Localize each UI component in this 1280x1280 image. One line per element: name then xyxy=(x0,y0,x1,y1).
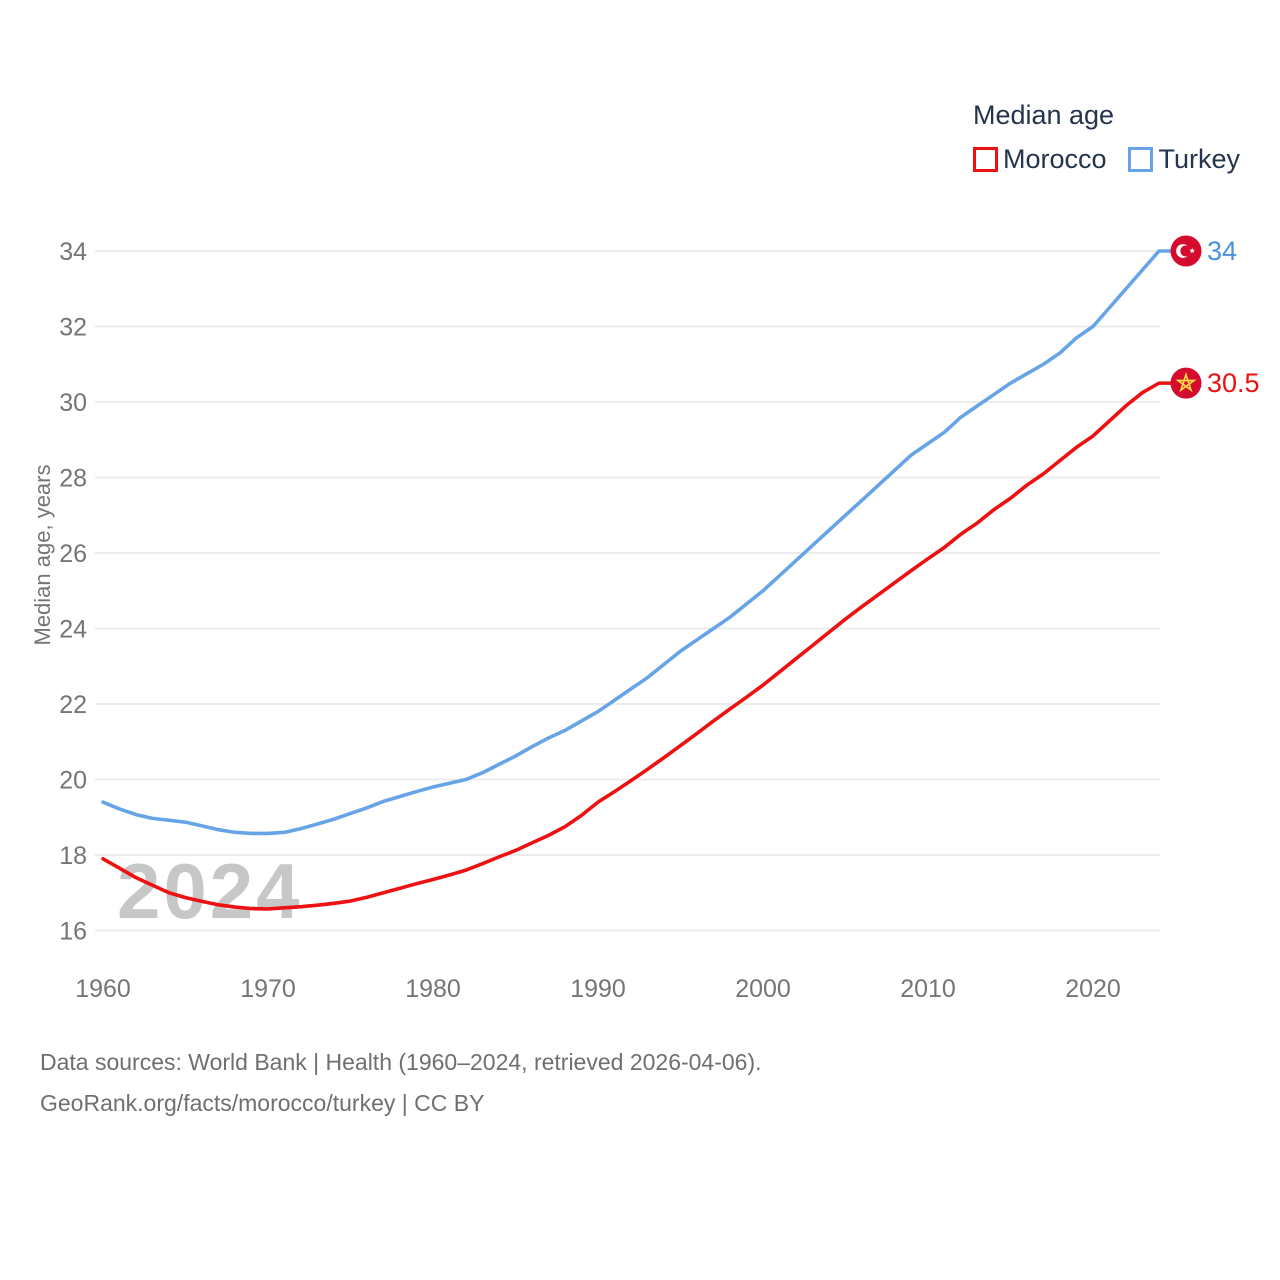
x-tick-2000: 2000 xyxy=(735,975,791,1003)
x-tick-1980: 1980 xyxy=(405,975,461,1003)
y-tick-16: 16 xyxy=(59,918,87,946)
y-tick-18: 18 xyxy=(59,842,87,870)
y-tick-22: 22 xyxy=(59,691,87,719)
x-tick-1990: 1990 xyxy=(570,975,626,1003)
legend-item-morocco[interactable]: Morocco xyxy=(972,144,1107,175)
watermark-year: 2024 xyxy=(117,847,303,935)
turkey-series-swatch xyxy=(1128,147,1154,172)
y-tick-34: 34 xyxy=(59,238,87,266)
y-tick-28: 28 xyxy=(59,465,87,493)
x-tick-1970: 1970 xyxy=(240,975,296,1003)
y-tick-20: 20 xyxy=(59,767,87,795)
y-tick-32: 32 xyxy=(59,314,87,342)
turkey-flag-icon[interactable] xyxy=(1170,235,1202,267)
legend-label-turkey: Turkey xyxy=(1158,144,1240,174)
y-axis-title: Median age, years xyxy=(30,464,55,646)
legend-label-morocco: Morocco xyxy=(1002,144,1107,174)
line-turkey[interactable] xyxy=(101,249,1174,836)
attribution-line: GeoRank.org/facts/morocco/turkey | CC BY xyxy=(40,1090,485,1116)
y-tick-26: 26 xyxy=(59,540,87,568)
y-tick-30: 30 xyxy=(59,389,87,417)
turkey-end-value-label: 34 xyxy=(1207,236,1237,266)
x-axis-tick-labels: 1960 1970 1980 1990 2000 2010 2020 xyxy=(75,975,1121,1003)
gridlines xyxy=(95,250,1160,932)
line-morocco[interactable] xyxy=(101,381,1174,911)
legend-title: Median age xyxy=(972,100,1115,130)
morocco-flag-icon[interactable] xyxy=(1170,367,1202,399)
legend-items: Morocco Turkey xyxy=(972,144,1240,175)
footer: Data sources: World Bank | Health (1960–… xyxy=(40,1042,762,1124)
y-axis-tick-labels: 16 18 20 22 24 26 28 30 32 34 xyxy=(59,238,87,946)
morocco-end-value-label: 30.5 xyxy=(1207,368,1260,398)
x-tick-2020: 2020 xyxy=(1065,975,1121,1003)
data-sources-line: Data sources: World Bank | Health (1960–… xyxy=(40,1049,762,1075)
x-tick-1960: 1960 xyxy=(75,975,131,1003)
x-tick-2010: 2010 xyxy=(900,975,956,1003)
legend-item-turkey[interactable]: Turkey xyxy=(1128,144,1240,175)
y-tick-24: 24 xyxy=(59,616,87,644)
series-lines xyxy=(101,249,1174,911)
morocco-pentagram xyxy=(1175,371,1197,393)
turkey-star xyxy=(1189,247,1196,254)
morocco-series-swatch xyxy=(972,147,998,172)
legend: Median age Morocco Turkey xyxy=(972,100,1240,175)
median-age-line-chart[interactable]: 16 18 20 22 24 26 28 30 32 34 1960 1970 1980 1990 200… xyxy=(0,0,1280,1020)
